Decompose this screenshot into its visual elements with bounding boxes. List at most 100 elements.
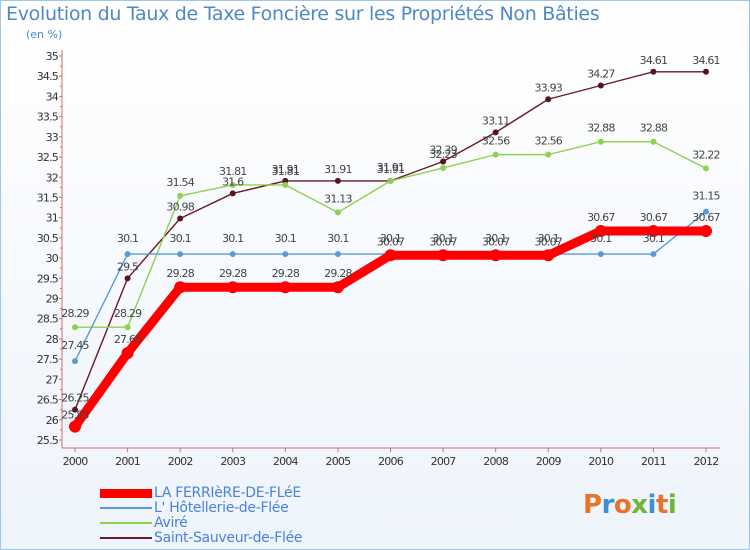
data-label: 27.45 <box>61 339 89 352</box>
legend-label: Saint-Sauveur-de-Flée <box>154 530 303 546</box>
x-tick-label: 2000 <box>63 455 89 468</box>
data-label: 34.27 <box>587 68 615 81</box>
x-tick-label: 2005 <box>326 455 352 468</box>
series-1-point <box>229 251 236 258</box>
series-3-point <box>440 158 447 165</box>
series-0-point <box>384 249 397 262</box>
y-tick-label: 26 <box>46 414 59 427</box>
y-tick-label: 35 <box>46 50 59 63</box>
data-label: 29.28 <box>272 267 300 280</box>
series-3-point <box>703 68 709 75</box>
y-tick-label: 26.5 <box>37 394 59 407</box>
data-label: 32.56 <box>535 135 563 148</box>
series-2-point <box>650 138 657 145</box>
chart-subtitle: (en %) <box>26 28 63 41</box>
y-tick-label: 31.5 <box>37 191 59 204</box>
y-tick-label: 29 <box>46 293 59 306</box>
y-tick-label: 32 <box>46 171 58 184</box>
data-label: 30.1 <box>117 232 138 245</box>
x-tick-label: 2008 <box>483 455 509 468</box>
legend-swatch <box>100 522 152 524</box>
data-label: 29.28 <box>219 267 247 280</box>
y-tick-label: 31 <box>46 212 58 225</box>
data-label: 28.29 <box>114 307 142 320</box>
logo-letter: i <box>647 490 657 520</box>
data-label: 30.1 <box>327 232 348 245</box>
y-tick-label: 28 <box>46 333 59 346</box>
data-label: 30.67 <box>640 211 668 224</box>
data-label: 32.39 <box>429 143 457 156</box>
y-tick-label: 33.5 <box>37 111 59 124</box>
series-2-point <box>334 209 341 216</box>
series-0-point <box>174 281 187 294</box>
series-3-point <box>72 406 78 413</box>
data-label: 31.6 <box>222 175 244 188</box>
series-2-point <box>703 165 709 172</box>
data-label: 34.61 <box>640 54 668 67</box>
series-3-point <box>334 177 341 184</box>
proxiti-logo: Proxiti <box>583 490 677 520</box>
series-1-point <box>334 251 341 258</box>
series-2-point <box>177 192 184 199</box>
x-tick-label: 2012 <box>694 455 719 468</box>
x-tick-label: 2010 <box>588 455 614 468</box>
x-tick-label: 2011 <box>641 455 666 468</box>
series-2-point <box>124 324 131 331</box>
data-label: 32.88 <box>640 122 668 135</box>
data-label: 32.23 <box>429 148 457 161</box>
y-tick-label: 30 <box>46 252 59 265</box>
series-0-point <box>437 249 450 262</box>
series-0-point <box>700 225 712 238</box>
data-label: 30.1 <box>275 232 296 245</box>
data-label: 30.1 <box>222 232 243 245</box>
series-1-point <box>597 251 604 258</box>
series-2-point <box>597 138 604 145</box>
series-0-point <box>121 347 134 360</box>
x-tick-label: 2001 <box>115 455 140 468</box>
data-label: 33.11 <box>482 114 510 127</box>
data-label: 30.98 <box>166 200 194 213</box>
series-1-point <box>282 251 289 258</box>
data-label: 29.28 <box>166 267 194 280</box>
y-tick-label: 32.5 <box>37 151 59 164</box>
data-label: 34.61 <box>692 54 720 67</box>
data-label: 30.1 <box>538 232 559 245</box>
data-label: 30.07 <box>377 235 405 248</box>
y-tick-label: 34.5 <box>37 70 59 83</box>
series-3-point <box>229 190 236 197</box>
series-3-point <box>545 96 552 103</box>
data-label: 25.83 <box>61 409 89 422</box>
data-label: 32.56 <box>482 135 510 148</box>
series-1-point <box>703 208 709 215</box>
series-2-point <box>440 164 447 171</box>
series-2-point <box>545 151 552 158</box>
logo-letter: P <box>583 490 602 520</box>
data-label: 32.22 <box>692 148 720 161</box>
data-label: 30.1 <box>590 232 611 245</box>
logo-letter: i <box>667 490 677 520</box>
data-label: 28.29 <box>61 307 89 320</box>
y-tick-label: 30.5 <box>37 232 59 245</box>
data-label: 31.91 <box>324 163 352 176</box>
data-label: 31.91 <box>377 161 405 174</box>
data-label: 31.91 <box>377 163 405 176</box>
y-tick-label: 27.5 <box>37 353 59 366</box>
series-2-point <box>387 177 394 184</box>
x-tick-label: 2006 <box>378 455 404 468</box>
data-label: 32.88 <box>587 122 615 135</box>
data-label: 27.65 <box>114 333 142 346</box>
series-1-point <box>124 251 131 258</box>
series-3-point <box>650 68 657 75</box>
y-tick-label: 28.5 <box>37 313 59 326</box>
series-3-point <box>177 215 184 222</box>
series-0-point <box>594 225 607 238</box>
series-2-point <box>492 151 499 158</box>
data-label: 31.91 <box>272 163 300 176</box>
data-label: 26.25 <box>61 392 89 405</box>
series-1-point <box>650 251 657 258</box>
series-2-point <box>72 324 78 331</box>
series-0-point <box>542 249 555 262</box>
series-0-point <box>647 225 660 238</box>
legend-label: L' Hôtellerie-de-Flée <box>154 500 289 516</box>
data-label: 31.15 <box>692 190 720 203</box>
